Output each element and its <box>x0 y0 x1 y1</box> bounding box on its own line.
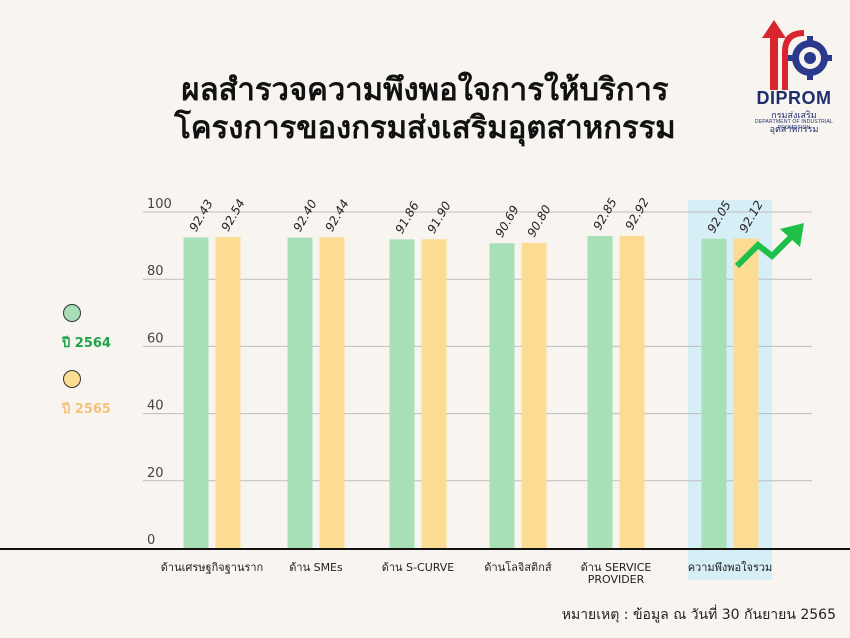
y-tick-label: 0 <box>147 533 155 548</box>
highlight-box <box>688 200 772 580</box>
bar <box>489 243 515 548</box>
data-label: 91.86 <box>392 199 421 236</box>
x-tick-label: PROVIDER <box>588 573 645 586</box>
y-tick-label: 100 <box>147 197 172 212</box>
bar <box>215 237 241 548</box>
bar <box>421 239 447 548</box>
bar <box>733 238 759 548</box>
x-tick-label: ด้านโลจิสติกส์ <box>484 560 551 574</box>
x-tick-label: ความพึงพอใจรวม <box>688 561 773 574</box>
logo-subtitle-th: กรมส่งเสริมอุตสาหกรรม <box>769 111 819 135</box>
diprom-logo-icon <box>762 20 832 90</box>
legend-label-2564: ปี 2564 <box>62 336 111 351</box>
legend-marker-2565 <box>63 370 81 388</box>
x-tick-label: ด้านเศรษฐกิจฐานราก <box>161 561 263 574</box>
bar <box>521 242 547 549</box>
footnote: หมายเหตุ : ข้อมูล ณ วันที่ 30 กันยายน 25… <box>561 607 836 623</box>
bar <box>587 236 613 549</box>
x-tick-label: ด้าน SMEs <box>289 561 343 574</box>
x-tick-label: ด้าน S-CURVE <box>382 561 455 574</box>
legend-label-2565: ปี 2565 <box>62 402 111 417</box>
logo-subtitle-en: DEPARTMENT OF INDUSTRIAL PROMOTION <box>754 119 834 131</box>
data-label: 92.40 <box>290 197 319 234</box>
bar <box>183 237 209 549</box>
data-label: 92.43 <box>186 197 215 234</box>
data-label: 90.80 <box>524 202 553 239</box>
x-tick-label: ด้าน SERVICE <box>581 561 652 574</box>
data-label: 91.90 <box>424 199 453 236</box>
bar <box>287 237 313 548</box>
chart-title-line1: ผลสำรวจความพึงพอใจการให้บริการ <box>181 72 669 108</box>
data-label: 92.54 <box>218 197 247 234</box>
logo-wordmark: DIPROM <box>756 88 832 108</box>
data-label: 92.85 <box>590 196 619 233</box>
trend-arrow-icon <box>734 223 804 269</box>
bar <box>701 238 727 548</box>
y-tick-label: 20 <box>147 466 164 481</box>
bar <box>319 237 345 548</box>
data-label: 92.92 <box>622 196 651 233</box>
data-label: 90.69 <box>492 203 521 240</box>
y-tick-label: 40 <box>147 399 164 414</box>
bar <box>389 239 415 548</box>
legend-marker-2564 <box>63 304 81 322</box>
y-tick-label: 80 <box>147 264 164 279</box>
bar <box>619 235 645 548</box>
data-label: 92.44 <box>322 197 351 234</box>
chart-title-line2: โครงการของกรมส่งเสริมอุตสาหกรรม <box>174 110 676 146</box>
y-tick-label: 60 <box>147 331 164 346</box>
